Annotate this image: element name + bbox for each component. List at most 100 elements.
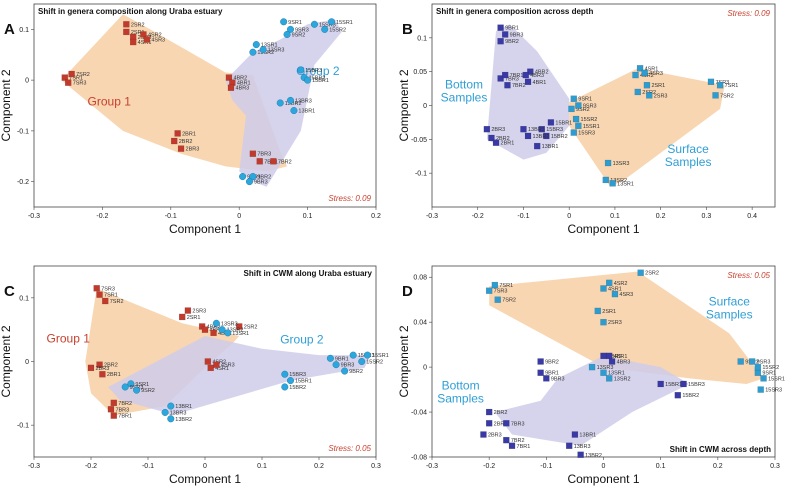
data-point [96,291,103,298]
y-tick-label: 0.1 [19,27,29,34]
data-point [140,31,147,38]
data-point [281,370,289,378]
data-point [207,364,214,372]
data-point [754,369,762,376]
data-point [491,281,499,289]
data-point-label: 7SR1 [69,76,83,82]
x-axis-title: Component 1 [169,222,241,236]
data-point-label: 2BR3 [96,366,110,372]
data-point-label: 2SR3 [192,309,206,315]
data-point [297,66,305,74]
data-point-label: 7SR2 [76,72,90,78]
data-point [218,326,226,334]
data-point-label: 2BR3 [491,127,505,133]
data-point [606,375,613,382]
panel-letter: B [402,21,413,38]
data-point-label: 15BR3 [546,127,563,133]
data-point-label: 7SR2 [110,299,124,305]
x-tick-label: 0.1 [257,463,267,470]
data-point [184,307,192,314]
data-point-label: 7SR1 [725,83,739,89]
data-point [177,145,185,152]
x-tick-label: -0.1 [517,213,529,220]
data-point [249,173,257,181]
data-point [127,380,135,388]
group-label-line: Group 1 [88,95,132,109]
data-point [707,78,715,86]
panel-b: -0.3 -0.2 -0.1 0 0.1 0.2 0.3 0.4 -0.1 -0.05 0 0.05 0… [397,3,776,236]
data-point [501,71,509,79]
y-tick-label: -0.08 [411,455,427,462]
y-tick-label: -0.1 [415,171,427,178]
data-point [508,442,516,449]
data-point [110,399,118,407]
data-point [110,412,118,419]
data-point-label: 9SR1 [135,382,149,388]
data-point [249,150,257,157]
data-point [524,132,532,140]
data-point [102,297,109,305]
data-point-label: 9BR2 [545,360,559,366]
data-point [575,122,582,130]
stress-value: Stress: 0.09 [328,194,371,203]
data-point-label: 4SR3 [151,38,165,44]
data-point [520,125,527,133]
y-axis-title: Component 2 [397,69,411,141]
data-point [276,99,284,107]
data-point [600,318,607,326]
data-point-label: 2BR2 [179,139,193,145]
data-point [572,115,580,123]
data-point [99,371,106,378]
data-point [600,352,607,360]
data-point-label: 7SR3 [494,289,508,295]
data-point [363,351,371,359]
group-label-line: Samples [665,155,712,169]
y-axis-title: Component 2 [0,69,13,141]
panel-title: Shift in CWM along Uraba estuary [244,269,373,278]
data-point-label: 13SR2 [614,376,631,382]
data-point [61,74,68,81]
data-point-label: 13BR3 [528,127,545,133]
data-point-label: 9SR2 [292,32,306,38]
data-point-label: 7SR3 [73,81,87,87]
data-point [161,408,169,416]
data-point-label: 15SR2 [329,27,346,33]
data-point [494,296,501,303]
data-point-label: 9SR3 [757,360,771,366]
x-tick-label: 0.3 [770,463,780,470]
data-point-label: 13BR1 [579,433,596,439]
data-point [349,351,357,359]
data-point [143,36,151,43]
data-point-label: 13SR1 [617,181,634,187]
data-point [256,158,263,165]
data-point-label: 4SR2 [640,73,654,79]
data-point-label: 2SR2 [244,324,258,330]
x-axis-title: Component 1 [567,472,639,486]
data-point [239,173,247,181]
data-point-label: 4BR3 [530,73,544,79]
data-point [643,81,651,89]
data-point [249,48,257,56]
x-tick-label: -0.2 [96,213,108,220]
data-point [757,386,764,393]
data-point-label: 13SR2 [610,178,627,184]
data-point [609,180,616,187]
data-point [488,134,495,142]
data-point [737,358,744,365]
group-label-line: Samples [441,91,488,105]
x-tick-label: 0 [567,213,571,220]
data-point [167,415,175,423]
x-tick-label: -0.1 [165,213,177,220]
group-label: Group 1 [88,95,132,109]
y-tick-label: 0.04 [413,320,427,327]
data-point [712,92,719,99]
data-point [96,361,103,368]
data-point [503,436,510,444]
x-tick-label: 0.2 [314,463,324,470]
data-point-label: 2BR1 [494,421,508,427]
data-point [636,65,644,72]
x-tick-label: 0.1 [656,463,666,470]
data-point-label: 15BR1 [665,382,682,388]
data-point [259,46,267,54]
data-point-label: 9SR3 [295,27,309,33]
